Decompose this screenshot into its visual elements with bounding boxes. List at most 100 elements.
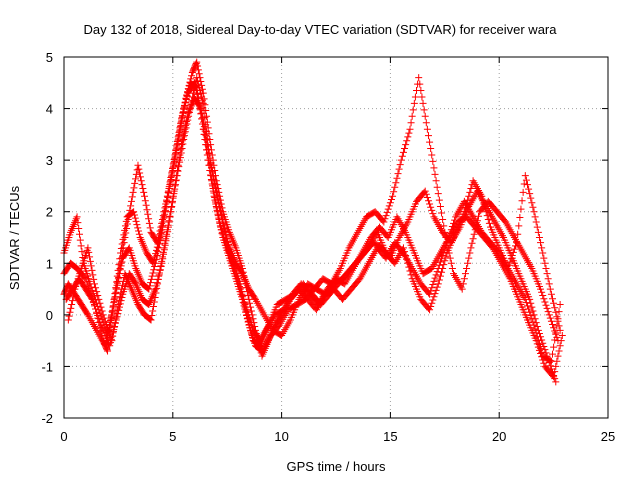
data-point — [432, 271, 440, 279]
data-point — [112, 314, 120, 322]
data-point — [218, 214, 226, 222]
data-point — [125, 211, 133, 219]
data-point — [540, 342, 548, 350]
data-point — [433, 268, 441, 276]
y-axis-label: SDTVAR / TECUs — [7, 185, 22, 290]
data-point — [429, 296, 437, 304]
data-point — [163, 230, 171, 238]
data-point — [551, 304, 559, 312]
data-point — [203, 128, 211, 136]
data-point — [93, 308, 101, 316]
data-point — [110, 297, 118, 305]
data-point — [145, 285, 153, 293]
data-point — [188, 97, 196, 105]
data-point — [514, 230, 522, 238]
data-point — [544, 275, 552, 283]
data-point — [184, 116, 192, 124]
data-point — [208, 168, 216, 176]
data-point — [436, 272, 444, 280]
data-point — [485, 219, 493, 227]
data-point — [409, 106, 417, 114]
data-point — [158, 257, 166, 265]
data-point — [554, 337, 562, 345]
data-point — [401, 248, 409, 256]
data-point — [136, 173, 144, 181]
data-point — [464, 259, 472, 267]
data-point — [529, 307, 537, 315]
data-point — [466, 188, 474, 196]
plot-frame — [63, 56, 609, 419]
data-point — [554, 317, 562, 325]
data-point — [406, 125, 414, 133]
data-point — [70, 289, 78, 297]
data-point — [550, 324, 558, 332]
data-point — [122, 229, 130, 237]
data-point — [147, 275, 155, 283]
data-point — [135, 230, 143, 238]
data-point — [422, 119, 430, 127]
data-point — [157, 262, 165, 270]
data-point — [94, 312, 102, 320]
data-point — [404, 259, 412, 267]
data-point — [407, 271, 415, 279]
data-point — [135, 227, 143, 235]
data-point — [430, 277, 438, 285]
data-point — [513, 239, 521, 247]
data-point — [537, 333, 545, 341]
data-point — [484, 215, 492, 223]
data-point — [159, 248, 167, 256]
data-point — [193, 90, 201, 98]
data-point — [407, 119, 415, 127]
data-point — [393, 174, 401, 182]
data-point — [385, 202, 393, 210]
data-point — [420, 106, 428, 114]
data-point — [431, 290, 439, 298]
data-point — [538, 353, 546, 361]
data-point — [530, 311, 538, 319]
data-point — [556, 342, 564, 350]
data-point — [480, 200, 488, 208]
data-point — [95, 295, 103, 303]
data-point — [545, 311, 553, 319]
data-point — [532, 218, 540, 226]
data-point — [153, 252, 161, 260]
data-point — [146, 315, 154, 323]
data-point — [539, 292, 547, 300]
data-point — [201, 114, 209, 122]
data-point — [145, 215, 153, 223]
data-point — [197, 90, 205, 98]
data-point — [467, 244, 475, 252]
data-point — [538, 288, 546, 296]
data-point — [75, 224, 83, 232]
data-point — [90, 280, 98, 288]
data-point — [158, 219, 166, 227]
data-point — [405, 263, 413, 271]
grid-lines — [64, 57, 608, 418]
data-point — [168, 199, 176, 207]
data-point — [130, 184, 138, 192]
data-point — [435, 261, 443, 269]
data-point — [145, 219, 153, 227]
data-point — [180, 136, 188, 144]
data-point — [419, 99, 427, 107]
data-point — [529, 203, 537, 211]
data-point — [397, 156, 405, 164]
data-point — [86, 253, 94, 261]
data-point — [114, 301, 122, 309]
data-point — [209, 172, 217, 180]
data-point — [109, 306, 117, 314]
data-point — [68, 297, 76, 305]
data-point — [199, 99, 207, 107]
data-point — [238, 268, 246, 276]
data-point — [547, 365, 555, 373]
data-point — [384, 205, 392, 213]
data-point — [216, 203, 224, 211]
data-point — [87, 283, 95, 291]
data-point — [172, 145, 180, 153]
data-point — [410, 99, 418, 107]
data-point — [434, 190, 442, 198]
data-point — [134, 161, 142, 169]
data-point — [549, 321, 557, 329]
data-point — [105, 327, 113, 335]
